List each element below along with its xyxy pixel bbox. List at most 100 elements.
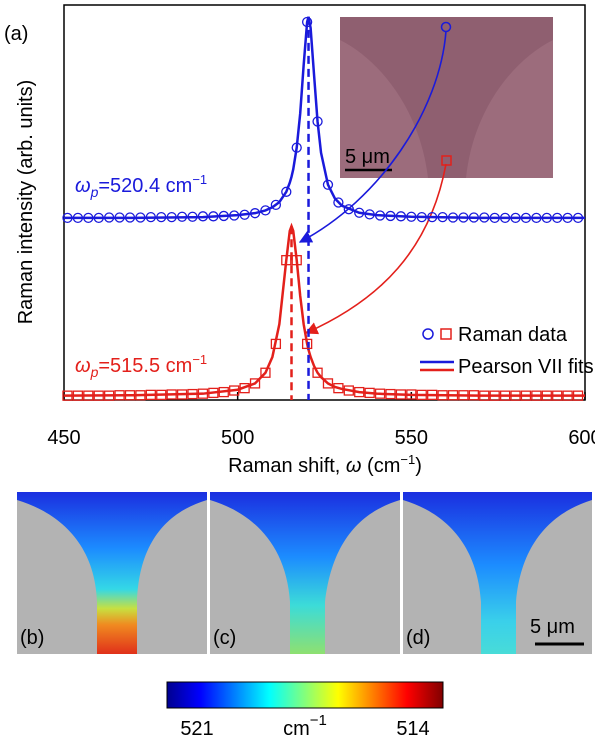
data-point <box>218 210 229 222</box>
x-tick-label: 450 <box>47 427 80 449</box>
data-point <box>72 212 84 224</box>
data-point <box>468 212 480 223</box>
data-point <box>510 212 521 224</box>
data-point <box>572 390 584 401</box>
peak-superscript: −1 <box>192 172 207 187</box>
data-point <box>83 390 94 401</box>
data-point <box>229 210 240 221</box>
colorbar-label: cm−1 <box>283 712 327 740</box>
data-point <box>499 390 511 401</box>
legend-swatch <box>440 328 452 340</box>
data-point <box>479 212 490 223</box>
data-point <box>104 390 115 401</box>
data-point <box>437 211 448 223</box>
panel-label: (b) <box>20 627 44 649</box>
data-point <box>531 390 542 401</box>
data-point <box>239 382 250 394</box>
x-label-close: ) <box>415 455 422 477</box>
inset-scale-label: 5 μm <box>345 146 390 168</box>
peak-text: =520.4 cm <box>98 175 192 197</box>
data-point <box>281 255 292 266</box>
x-tick-label: 550 <box>395 427 428 449</box>
data-point <box>114 390 125 401</box>
arrow <box>304 163 447 335</box>
data-point <box>93 390 104 401</box>
colorbar-sup: −1 <box>310 712 327 729</box>
data-point <box>572 212 584 224</box>
data-point <box>520 212 532 224</box>
data-point <box>406 211 417 222</box>
peak-superscript: −1 <box>192 352 207 367</box>
data-point <box>520 390 532 401</box>
data-point <box>166 389 177 400</box>
data-point <box>354 207 365 218</box>
data-point <box>385 210 396 222</box>
legend-swatch <box>422 328 434 340</box>
data-point <box>364 387 375 399</box>
data-point <box>124 212 136 223</box>
data-point <box>531 212 542 224</box>
panel-label: (c) <box>213 627 236 649</box>
data-point <box>187 211 198 222</box>
data-point <box>312 116 323 127</box>
data-point <box>364 209 375 220</box>
data-point <box>291 142 302 153</box>
peak-subscript: p <box>90 364 99 380</box>
data-point <box>301 338 313 350</box>
data-point <box>343 204 354 215</box>
data-point <box>145 389 156 401</box>
data-point <box>208 211 219 222</box>
data-point <box>354 386 365 398</box>
data-point <box>270 338 282 350</box>
data-point <box>541 212 552 224</box>
data-point <box>343 385 354 396</box>
x-label-sup: −1 <box>400 452 415 467</box>
data-point <box>374 210 386 221</box>
x-axis-label: Raman shift, ω (cm−1) <box>228 452 422 477</box>
data-point <box>374 388 386 399</box>
data-point <box>135 212 146 223</box>
data-point <box>322 378 334 389</box>
data-point <box>72 390 84 401</box>
data-point <box>166 211 177 223</box>
data-point <box>249 208 261 219</box>
data-point <box>301 16 313 28</box>
data-point <box>416 389 427 401</box>
x-label-text: Raman shift, <box>228 455 346 477</box>
data-point <box>447 390 459 401</box>
peak-annotation: ωp=515.5 cm−1 <box>75 352 207 380</box>
data-point <box>312 367 323 378</box>
map-panel <box>403 492 592 654</box>
data-point <box>489 390 500 401</box>
peak-annotation: ωp=520.4 cm−1 <box>75 172 207 200</box>
data-point <box>218 386 229 398</box>
data-point <box>447 212 459 223</box>
data-point <box>552 212 563 224</box>
data-point <box>427 211 438 223</box>
data-point <box>145 211 156 223</box>
colorbar-unit: cm <box>283 718 310 740</box>
data-point <box>62 212 73 224</box>
data-point <box>322 179 334 190</box>
data-point <box>562 212 573 224</box>
data-point <box>458 390 469 401</box>
data-point <box>499 212 511 224</box>
fit-line <box>64 16 585 220</box>
data-point <box>197 211 209 222</box>
plot-frame <box>63 4 586 401</box>
x-tick-label: 600 <box>568 427 595 449</box>
inset-marker <box>441 155 452 166</box>
data-point <box>552 390 563 401</box>
data-point <box>458 212 469 223</box>
data-point <box>333 197 344 208</box>
panel-label: (a) <box>4 23 28 45</box>
x-label-symbol: ω <box>346 455 362 477</box>
data-point <box>197 388 209 399</box>
data-point <box>291 255 302 266</box>
x-label-unit: (cm <box>362 455 401 477</box>
data-point <box>333 382 344 394</box>
data-point <box>479 390 490 401</box>
colorbar <box>166 681 444 709</box>
data-point <box>176 389 188 400</box>
